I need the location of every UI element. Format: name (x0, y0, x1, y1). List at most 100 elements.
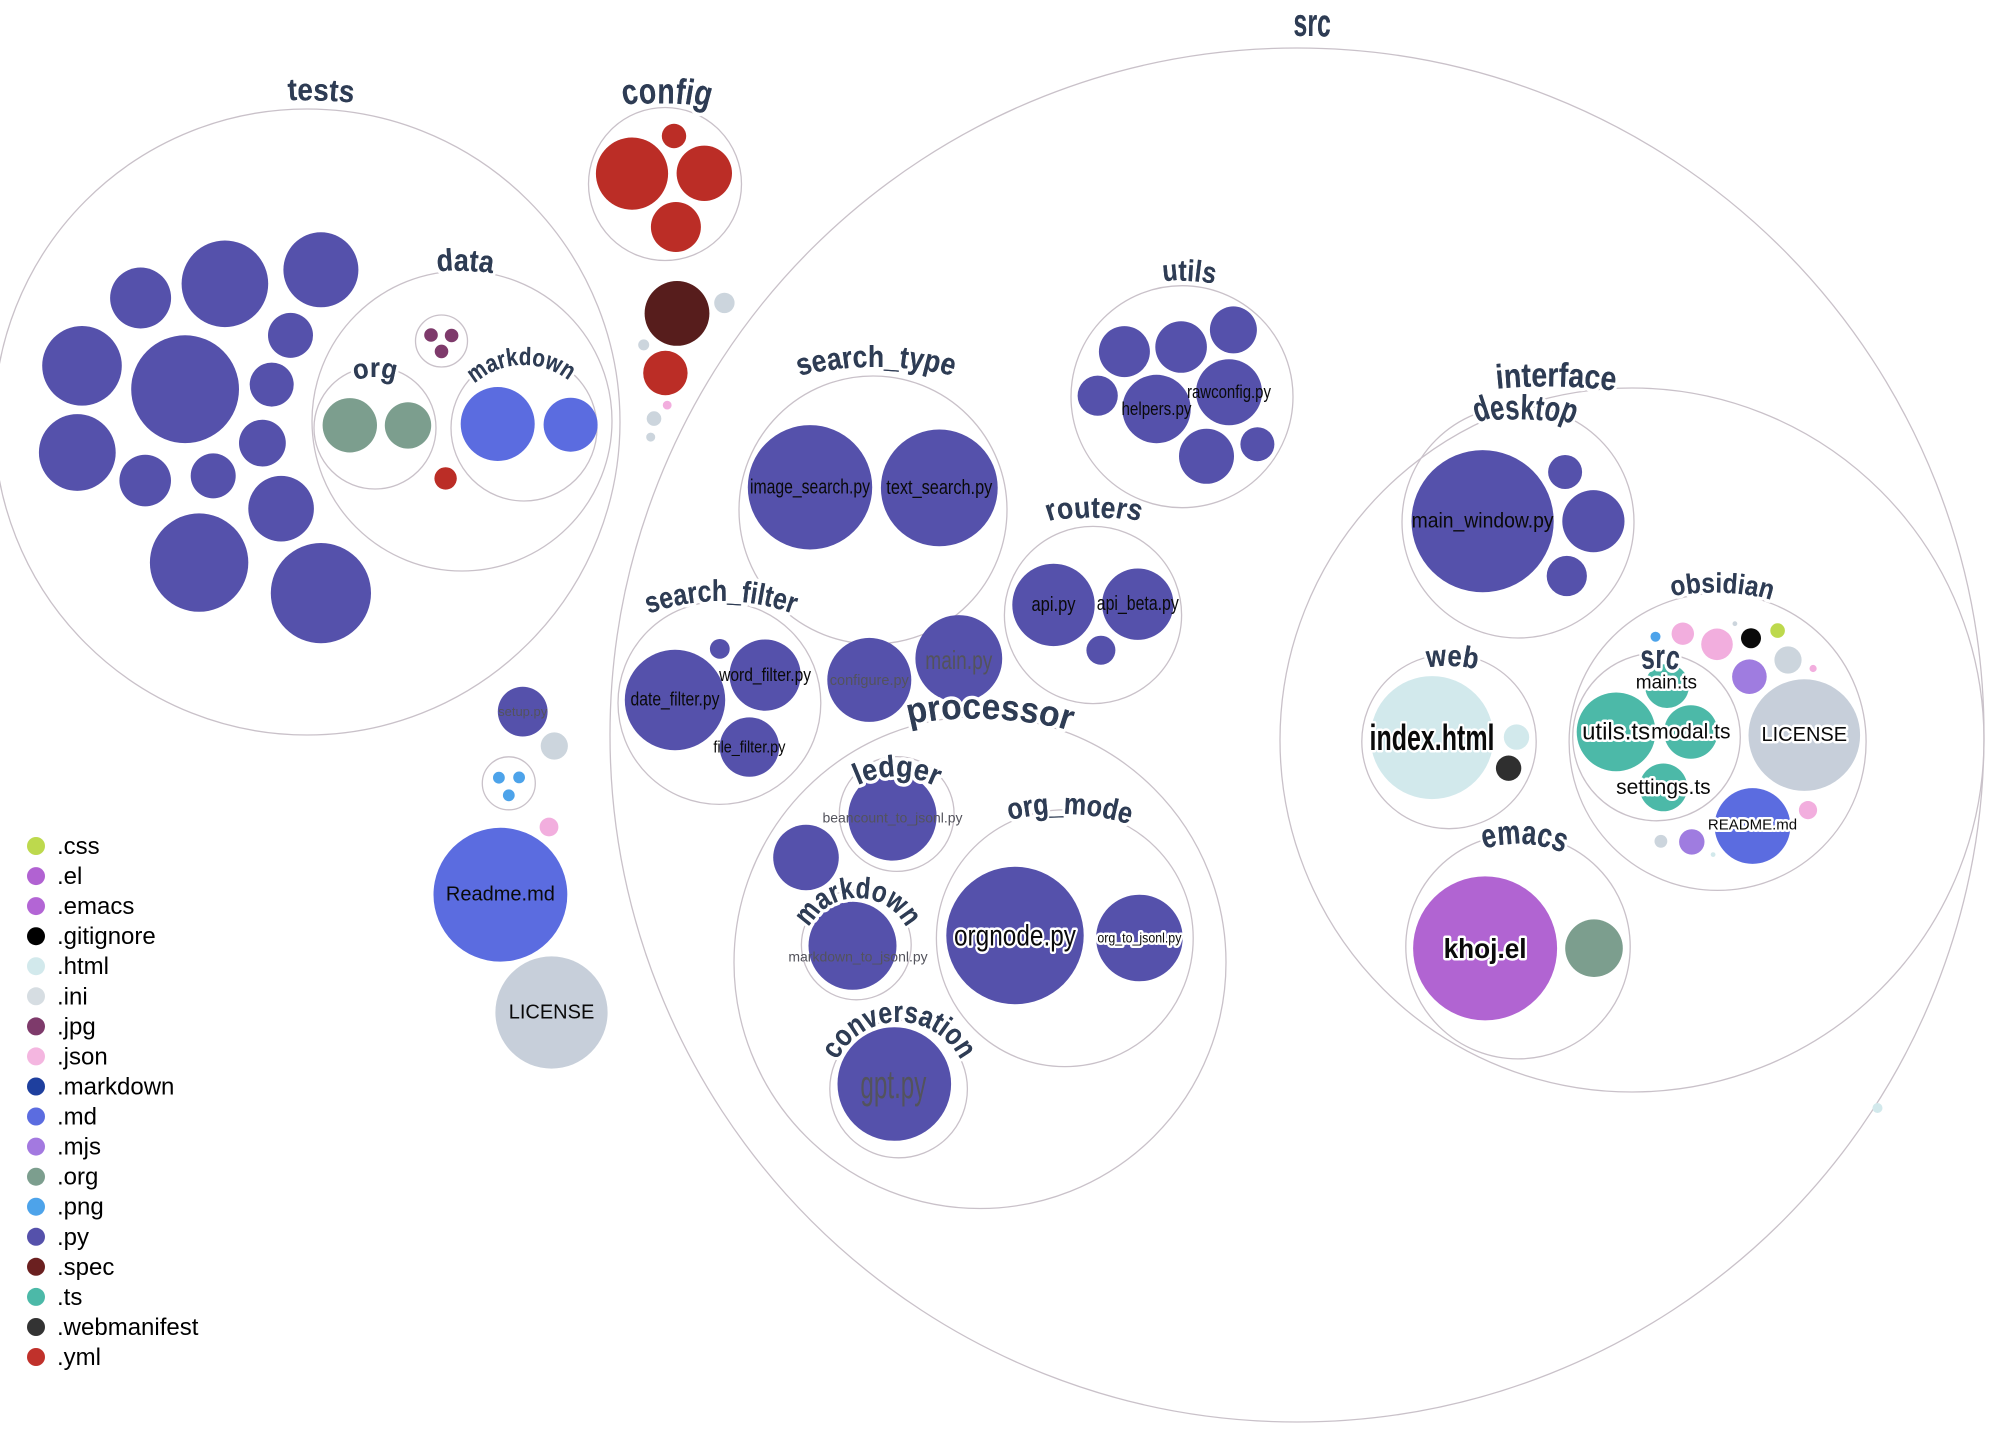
svg-text:khoj.el: khoj.el (1444, 933, 1527, 964)
svg-text:o: o (1085, 788, 1105, 823)
svg-text:i: i (1186, 254, 1195, 288)
svg-text:s: s (1701, 567, 1716, 600)
svg-text:s: s (1294, 0, 1308, 44)
svg-text:t: t (287, 73, 298, 108)
svg-text:e: e (875, 995, 894, 1031)
svg-text:main.py: main.py (925, 645, 992, 675)
svg-text:i: i (748, 576, 760, 610)
svg-text:u: u (1161, 253, 1179, 288)
svg-text:_: _ (1048, 787, 1064, 821)
svg-text:d: d (1722, 567, 1739, 600)
svg-text:markdown_to_jsonl.py: markdown_to_jsonl.py (788, 949, 927, 965)
svg-text:r: r (370, 352, 380, 383)
svg-text:m: m (1063, 787, 1087, 822)
svg-text:org_to_jsonl.py: org_to_jsonl.py (1097, 931, 1181, 946)
svg-text:file_filter.py: file_filter.py (713, 738, 785, 757)
svg-text:c: c (851, 340, 868, 375)
svg-text:g: g (895, 750, 915, 785)
svg-text:r: r (1307, 0, 1318, 44)
svg-text:d: d (854, 870, 872, 905)
svg-text:o: o (1667, 568, 1688, 602)
svg-text:l: l (1193, 254, 1204, 288)
svg-text:a: a (1742, 569, 1762, 603)
svg-text:e: e (1531, 356, 1547, 394)
svg-text:o: o (350, 352, 372, 386)
svg-text:configure.py: configure.py (830, 673, 910, 689)
svg-text:s: s (313, 73, 330, 108)
svg-text:t: t (1178, 254, 1186, 288)
svg-text:_: _ (726, 574, 743, 609)
svg-text:t: t (328, 74, 340, 109)
svg-text:.webmanifest: .webmanifest (57, 1314, 199, 1341)
svg-text:n: n (657, 71, 675, 111)
svg-text:k: k (504, 342, 520, 372)
svg-text:.el: .el (57, 863, 82, 890)
svg-text:api_beta.py: api_beta.py (1097, 593, 1179, 615)
svg-text:a: a (1520, 815, 1539, 853)
svg-text:.py: .py (57, 1224, 89, 1251)
svg-text:index.html: index.html (1370, 717, 1495, 758)
svg-text:h: h (868, 340, 884, 374)
svg-text:.ts: .ts (57, 1284, 82, 1311)
svg-text:r: r (840, 341, 855, 376)
svg-text:setup.py: setup.py (498, 704, 548, 719)
svg-text:h: h (712, 574, 727, 608)
svg-text:c: c (962, 687, 982, 727)
svg-text:e: e (981, 688, 1001, 728)
svg-text:d: d (1722, 567, 1739, 600)
svg-text:main.ts: main.ts (1636, 673, 1697, 694)
svg-text:d: d (519, 342, 532, 371)
svg-text:main_window.py: main_window.py (1412, 510, 1554, 533)
svg-text:c: c (1583, 357, 1602, 396)
svg-text:r: r (893, 995, 903, 1029)
svg-text:e: e (1447, 639, 1463, 673)
svg-text:m: m (1063, 787, 1087, 822)
svg-text:g: g (1031, 787, 1049, 822)
svg-text:k: k (1520, 388, 1535, 427)
svg-text:.ini: .ini (57, 983, 88, 1010)
svg-text:r: r (1655, 638, 1665, 676)
svg-text:_: _ (883, 340, 902, 376)
svg-text:d: d (1099, 791, 1121, 827)
svg-text:r: r (370, 352, 380, 383)
svg-text:i: i (1494, 358, 1505, 397)
svg-text:c: c (962, 687, 982, 727)
svg-text:d: d (854, 870, 872, 905)
svg-text:d: d (877, 750, 896, 785)
svg-text:r: r (924, 689, 943, 730)
svg-text:o: o (1053, 490, 1076, 527)
svg-text:s: s (1701, 567, 1716, 600)
svg-text:modal.ts: modal.ts (1651, 721, 1730, 744)
svg-text:_: _ (1048, 787, 1064, 821)
svg-text:t: t (1521, 356, 1533, 394)
svg-text:r: r (1655, 638, 1665, 676)
svg-text:c: c (1664, 638, 1683, 678)
svg-text:r: r (685, 575, 699, 610)
svg-text:d: d (435, 244, 454, 279)
svg-text:.markdown: .markdown (57, 1074, 174, 1101)
svg-text:beancount_to_jsonl.py: beancount_to_jsonl.py (822, 810, 962, 826)
svg-text:c: c (1316, 0, 1331, 45)
svg-text:h: h (868, 340, 884, 374)
svg-text:o: o (530, 343, 548, 373)
svg-text:w: w (1424, 639, 1448, 674)
svg-text:c: c (851, 340, 868, 375)
svg-text:c: c (696, 574, 712, 609)
svg-text:s: s (1504, 388, 1521, 428)
svg-text:f: f (1558, 356, 1569, 394)
svg-text:k: k (1520, 388, 1535, 427)
svg-text:Readme.md: Readme.md (446, 884, 555, 906)
svg-text:e: e (297, 73, 313, 108)
svg-text:h: h (712, 574, 727, 608)
svg-text:c: c (696, 574, 712, 609)
svg-text:text_search.py: text_search.py (886, 477, 992, 499)
svg-text:e: e (981, 688, 1001, 728)
svg-text:.gitignore: .gitignore (57, 923, 156, 950)
svg-text:e: e (1531, 356, 1547, 394)
svg-text:image_search.py: image_search.py (750, 476, 870, 498)
svg-text:s: s (902, 995, 921, 1031)
svg-text:n: n (1503, 357, 1523, 396)
svg-text:s: s (1294, 0, 1308, 44)
svg-text:n: n (657, 71, 675, 111)
svg-text:.md: .md (57, 1104, 97, 1131)
